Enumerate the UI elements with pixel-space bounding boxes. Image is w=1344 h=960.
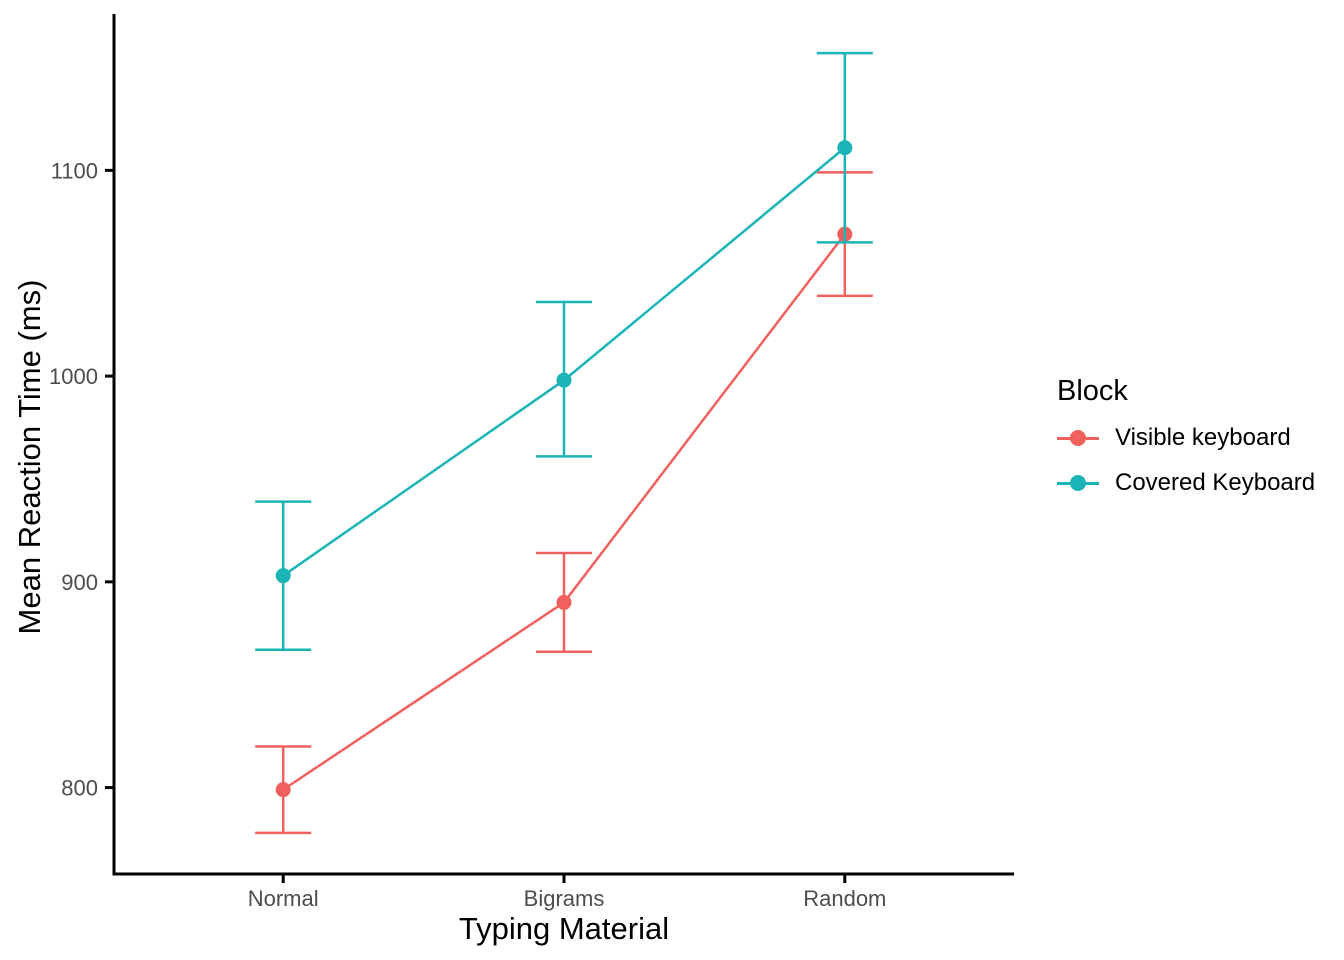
- legend-item-visible-keyboard: Visible keyboard: [1057, 422, 1315, 454]
- svg-text:1000: 1000: [49, 364, 98, 389]
- legend-marker-dot: [1070, 430, 1086, 446]
- svg-text:1100: 1100: [51, 158, 98, 183]
- x-axis-title: Typing Material: [458, 911, 670, 946]
- line-point-marker-icon: [1057, 474, 1099, 492]
- y-axis-title: Mean Reaction Time (ms): [12, 279, 47, 635]
- legend-item-label: Visible keyboard: [1115, 424, 1291, 451]
- legend-item-covered-keyboard: Covered Keyboard: [1057, 467, 1315, 499]
- legend: Block Visible keyboard Covered Keyboard: [1057, 374, 1315, 499]
- svg-text:Random: Random: [803, 886, 886, 911]
- svg-text:Bigrams: Bigrams: [524, 886, 605, 911]
- legend-title: Block: [1057, 375, 1128, 407]
- svg-text:800: 800: [61, 776, 98, 801]
- legend-item-label: Covered Keyboard: [1115, 469, 1316, 496]
- legend-marker-dot: [1070, 475, 1086, 491]
- legend-items: Visible keyboard Covered Keyboard: [1057, 422, 1315, 499]
- svg-text:900: 900: [61, 570, 98, 595]
- line-point-marker-icon: [1057, 429, 1099, 447]
- svg-text:Normal: Normal: [248, 886, 319, 911]
